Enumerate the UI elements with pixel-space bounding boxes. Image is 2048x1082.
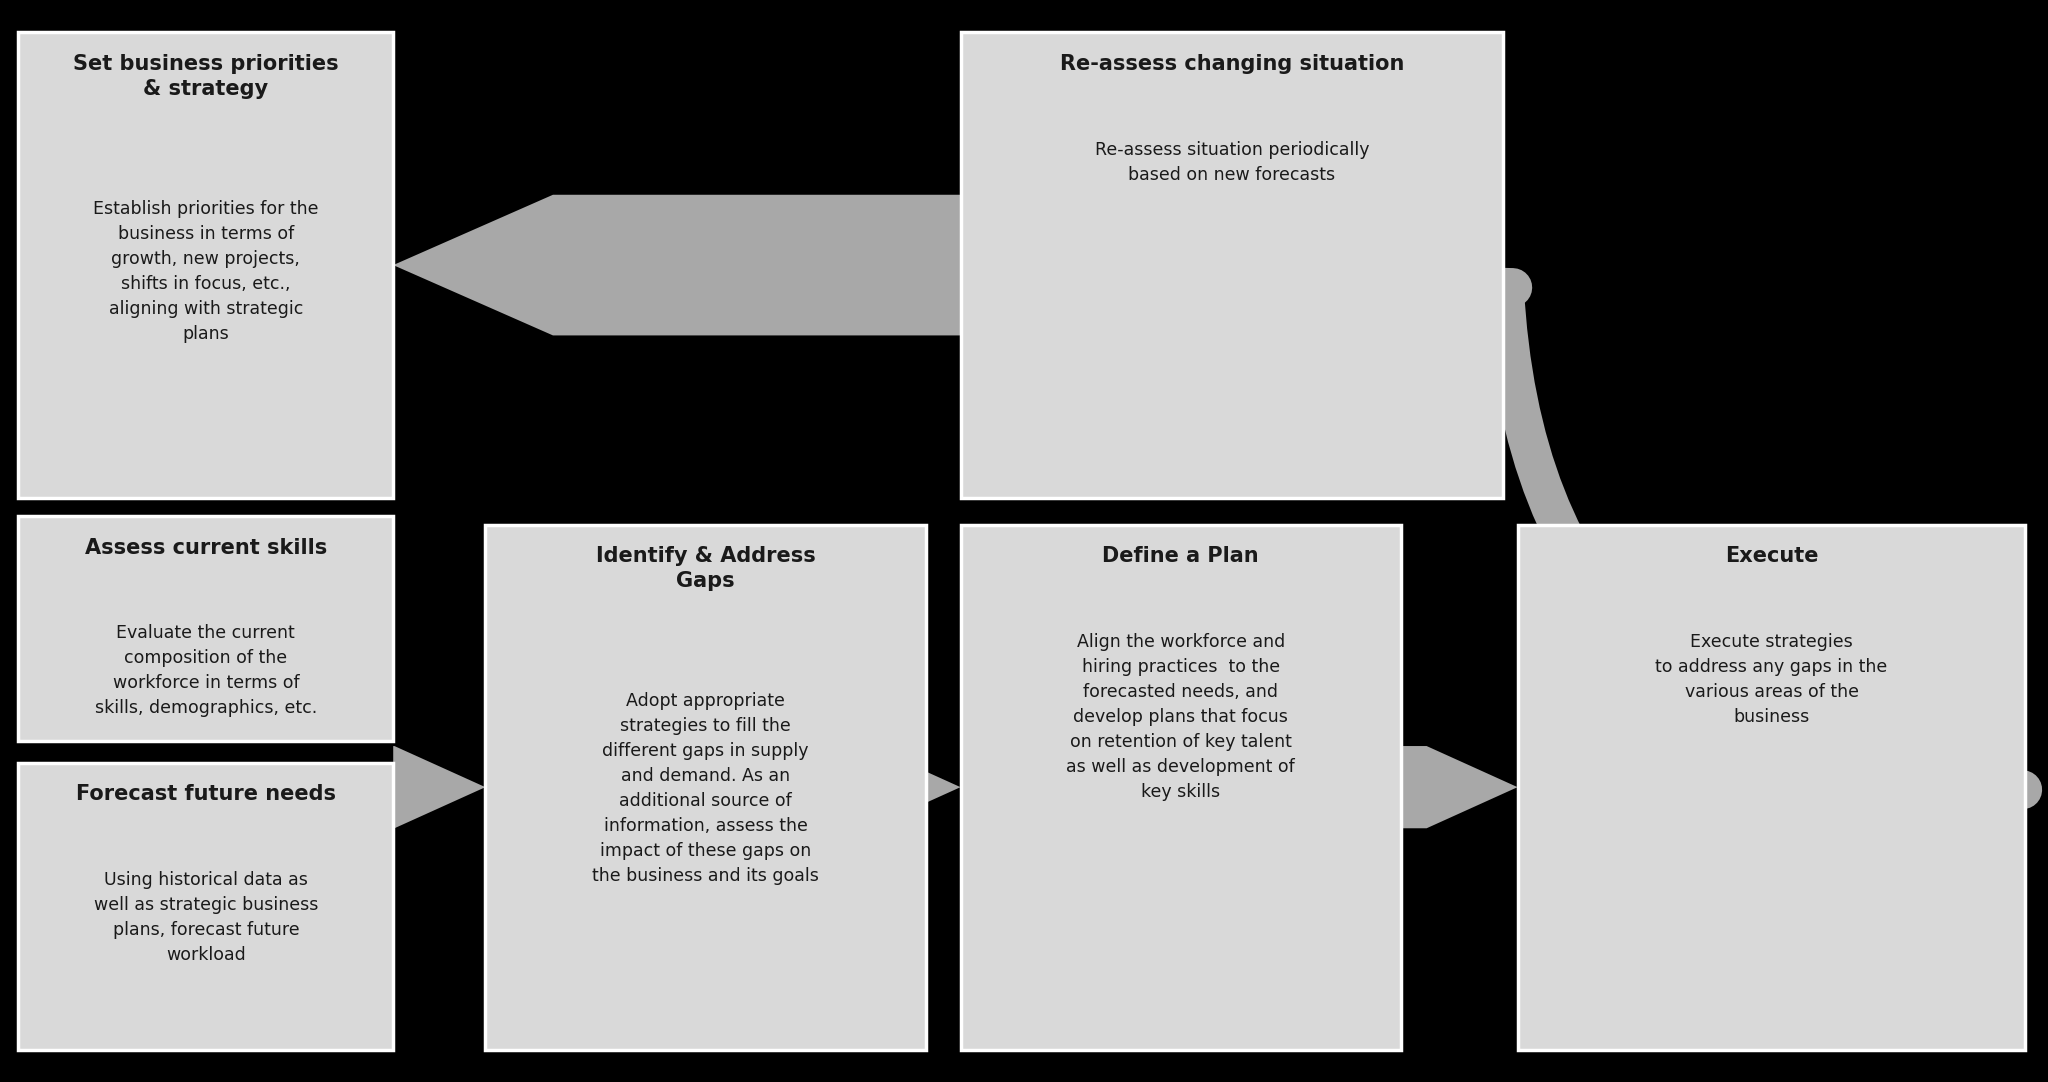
FancyBboxPatch shape	[485, 525, 926, 1050]
Polygon shape	[393, 747, 485, 829]
Text: Adopt appropriate
strategies to fill the
different gaps in supply
and demand. As: Adopt appropriate strategies to fill the…	[592, 692, 819, 885]
Text: Evaluate the current
composition of the
workforce in terms of
skills, demographi: Evaluate the current composition of the …	[94, 624, 317, 717]
Polygon shape	[393, 195, 961, 335]
Text: Execute: Execute	[1724, 546, 1819, 566]
Text: Assess current skills: Assess current skills	[84, 538, 328, 557]
Text: Forecast future needs: Forecast future needs	[76, 784, 336, 804]
Text: Using historical data as
well as strategic business
plans, forecast future
workl: Using historical data as well as strateg…	[94, 871, 317, 964]
FancyBboxPatch shape	[961, 525, 1401, 1050]
Text: Define a Plan: Define a Plan	[1102, 546, 1260, 566]
FancyBboxPatch shape	[18, 763, 393, 1050]
Text: Align the workforce and
hiring practices  to the
forecasted needs, and
develop p: Align the workforce and hiring practices…	[1067, 633, 1294, 801]
Text: Set business priorities
& strategy: Set business priorities & strategy	[74, 54, 338, 98]
Polygon shape	[1401, 747, 1518, 829]
FancyBboxPatch shape	[1518, 525, 2025, 1050]
Text: Establish priorities for the
business in terms of
growth, new projects,
shifts i: Establish priorities for the business in…	[92, 200, 319, 343]
Text: Identify & Address
Gaps: Identify & Address Gaps	[596, 546, 815, 591]
Polygon shape	[870, 747, 961, 829]
FancyBboxPatch shape	[18, 516, 393, 741]
FancyBboxPatch shape	[18, 32, 393, 498]
Text: Re-assess situation periodically
based on new forecasts: Re-assess situation periodically based o…	[1094, 141, 1370, 184]
Text: Re-assess changing situation: Re-assess changing situation	[1059, 54, 1405, 74]
FancyBboxPatch shape	[961, 32, 1503, 498]
Text: Execute strategies
to address any gaps in the
various areas of the
business: Execute strategies to address any gaps i…	[1655, 633, 1888, 726]
